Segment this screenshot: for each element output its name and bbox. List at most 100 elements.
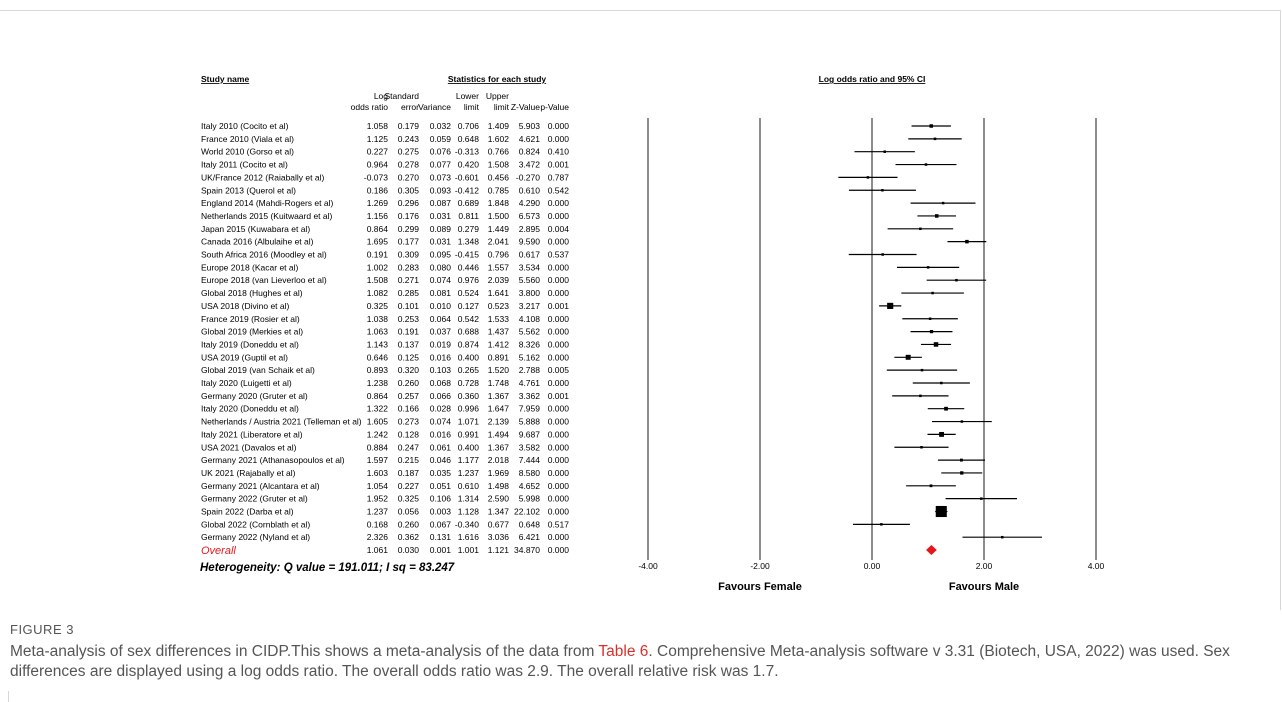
caption-text-after: . Comprehensive Meta-analysis software v… [10, 643, 1230, 680]
study-stat-value: 0.128 [398, 429, 420, 439]
study-stat-value: 0.648 [519, 519, 541, 529]
overall-stat-value: 0.000 [548, 545, 570, 555]
study-stat-value: 0.824 [519, 147, 541, 157]
study-stat-value: 3.534 [519, 262, 541, 272]
study-stat-value: 0.309 [398, 250, 420, 260]
study-stat-value: 0.076 [430, 147, 452, 157]
study-stat-value: 0.270 [398, 172, 420, 182]
study-stat-value: 1.533 [488, 314, 510, 324]
study-stat-value: 0.019 [430, 339, 452, 349]
study-stat-value: 0.523 [488, 301, 510, 311]
study-stat-value: 0.028 [430, 404, 452, 414]
study-stat-value: 1.242 [367, 429, 389, 439]
study-stat-value: 1.002 [367, 262, 389, 272]
study-stat-value: 4.290 [519, 198, 541, 208]
study-stat-value: 1.695 [367, 237, 389, 247]
study-stat-value: 0.610 [519, 185, 541, 195]
study-stat-value: 0.077 [430, 160, 452, 170]
study-stat-value: 0.035 [430, 468, 452, 478]
study-stat-value: 0.285 [398, 288, 420, 298]
study-name: England 2014 (Mahdi-Rogers et al) [201, 198, 333, 208]
study-name: Italy 2010 (Cocito et al) [201, 121, 289, 131]
effect-marker [920, 368, 924, 372]
study-stat-value: 1.322 [367, 404, 389, 414]
study-stat-value: 5.560 [519, 275, 541, 285]
study-stat-value: 1.969 [488, 468, 510, 478]
study-stat-value: 0.073 [430, 172, 452, 182]
study-stat-value: 0.016 [430, 429, 452, 439]
study-stat-value: 0.542 [458, 314, 480, 324]
study-stat-value: 0.179 [398, 121, 420, 131]
study-name: Italy 2011 (Cocito et al) [201, 160, 288, 170]
study-name: Italy 2021 (Liberatore et al) [201, 429, 303, 439]
table-6-link[interactable]: Table 6 [598, 643, 649, 660]
effect-marker [944, 406, 948, 411]
study-name-header: Study name [201, 74, 249, 84]
study-stat-value: 0.131 [430, 532, 452, 542]
study-stat-value: 0.089 [430, 224, 452, 234]
study-stat-value: 3.362 [519, 391, 541, 401]
study-stat-value: 0.677 [488, 519, 510, 529]
study-stat-value: 0.010 [430, 301, 452, 311]
study-name: UK 2021 (Rajabally et al) [201, 468, 296, 478]
study-stat-value: 0.051 [430, 481, 452, 491]
study-stat-value: -0.412 [455, 185, 479, 195]
study-stat-value: 0.000 [548, 121, 570, 131]
effect-marker [935, 505, 947, 518]
study-name: Germany 2022 (Nyland et al) [201, 532, 310, 542]
effect-marker [924, 163, 928, 166]
study-name: Germany 2021 (Alcantara et al) [201, 481, 320, 491]
study-stat-value: 1.498 [488, 481, 510, 491]
study-stat-value: 0.227 [398, 481, 420, 491]
study-stat-value: 0.253 [398, 314, 420, 324]
study-stat-value: 0.000 [548, 262, 570, 272]
study-stat-value: 0.168 [367, 519, 389, 529]
overall-stat-value: 1.061 [367, 545, 389, 555]
effect-marker [929, 329, 934, 334]
study-stat-value: 1.500 [488, 211, 510, 221]
study-name: USA 2019 (Guptil et al) [201, 352, 288, 362]
study-stat-value: 0.001 [548, 160, 570, 170]
study-stat-value: 1.054 [367, 481, 389, 491]
study-name: Europe 2018 (Kacar et al) [201, 262, 299, 272]
study-stat-value: 0.273 [398, 417, 420, 427]
study-stat-value: 0.991 [458, 429, 480, 439]
effect-marker [905, 354, 911, 360]
study-stat-value: 0.000 [548, 211, 570, 221]
study-stat-value: 1.605 [367, 417, 389, 427]
study-name: USA 2021 (Davalos et al) [201, 442, 297, 452]
study-stat-value: 0.191 [367, 250, 389, 260]
study-stat-value: 0.059 [430, 134, 452, 144]
study-stat-value: 0.000 [548, 352, 570, 362]
study-stat-value: 0.305 [398, 185, 420, 195]
forest-plot: Study name Statistics for each study Log o… [200, 74, 1105, 593]
effect-marker [941, 201, 945, 205]
overall-stat-value: 0.001 [430, 545, 452, 555]
study-stat-value: 9.687 [519, 429, 541, 439]
effect-marker [881, 189, 884, 192]
effect-marker [929, 124, 933, 128]
study-stat-value: 0.166 [398, 404, 420, 414]
study-stat-value: 3.217 [519, 301, 541, 311]
study-stat-value: 0.247 [398, 442, 420, 452]
study-stat-value: 0.000 [548, 327, 570, 337]
effect-marker [887, 302, 894, 309]
study-stat-value: 0.031 [430, 237, 452, 247]
study-name: Spain 2022 (Darba et al) [201, 507, 294, 517]
study-stat-value: 0.106 [430, 494, 452, 504]
study-stat-value: 0.617 [519, 250, 541, 260]
study-stat-value: 1.557 [488, 262, 510, 272]
study-stat-value: 2.018 [488, 455, 510, 465]
study-stat-value: 5.162 [519, 352, 541, 362]
column-header-line1: Upper [486, 91, 509, 101]
study-stat-value: 1.494 [488, 429, 510, 439]
study-stat-value: 0.074 [430, 417, 452, 427]
overall-stat-value: 1.121 [488, 545, 510, 555]
study-stat-value: 2.590 [488, 494, 510, 504]
study-stat-value: 0.081 [430, 288, 452, 298]
study-stat-value: 0.191 [398, 327, 420, 337]
study-stat-value: -0.073 [364, 172, 388, 182]
study-stat-value: 0.689 [458, 198, 480, 208]
study-stat-value: 0.265 [458, 365, 480, 375]
figure-caption: Meta-analysis of sex differences in CIDP… [10, 642, 1272, 682]
